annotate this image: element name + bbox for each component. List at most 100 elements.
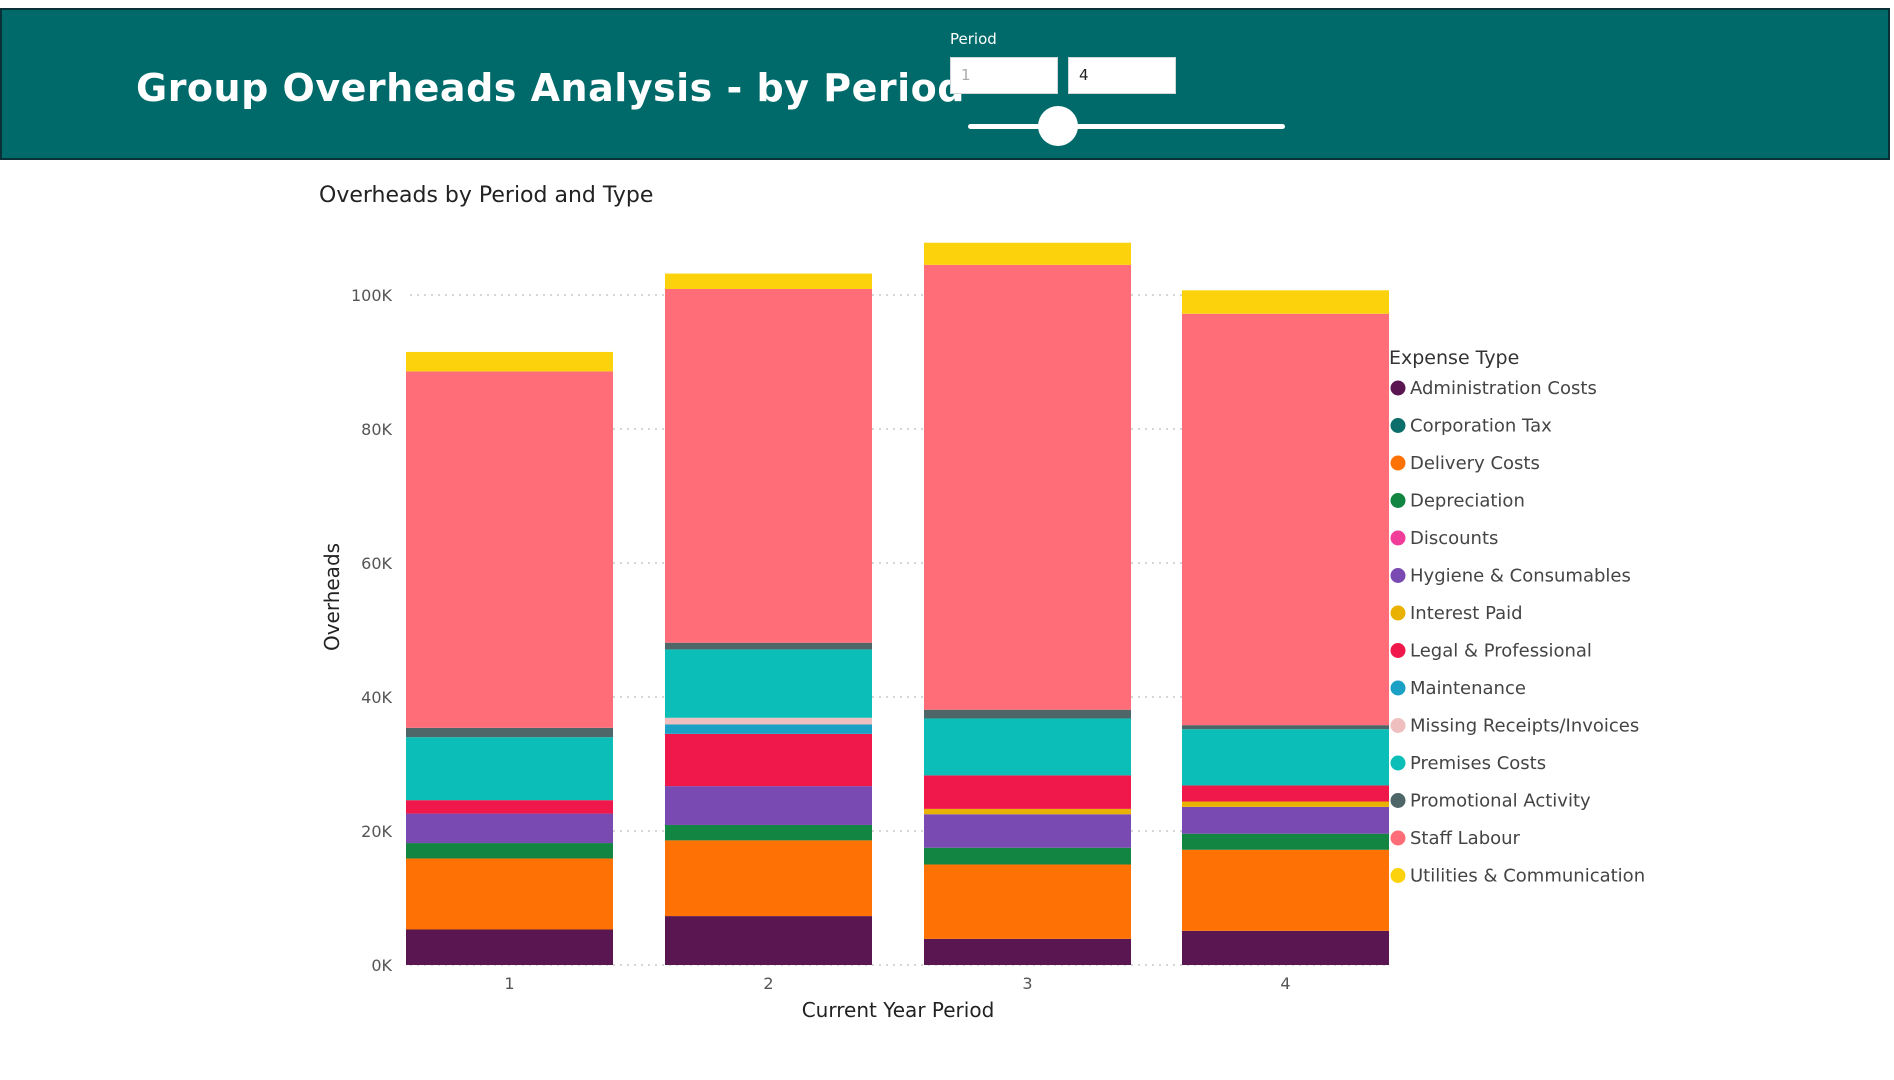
legend-item[interactable]: Hygiene & Consumables: [1390, 566, 1631, 587]
bar-segment[interactable]: [406, 351, 613, 372]
bar-segment[interactable]: [665, 824, 872, 841]
bar-segment[interactable]: [665, 733, 872, 787]
x-tick-label: 4: [1280, 974, 1290, 993]
bar-segment[interactable]: [406, 737, 613, 801]
bar-segment[interactable]: [406, 929, 613, 965]
period-slider-thumb[interactable]: [1038, 106, 1078, 146]
legend-item[interactable]: Interest Paid: [1390, 603, 1523, 624]
legend-item[interactable]: Legal & Professional: [1390, 641, 1592, 662]
legend-marker: [1390, 530, 1406, 546]
period-slicer-label: Period: [950, 30, 997, 48]
legend-item[interactable]: Maintenance: [1390, 678, 1526, 699]
bar-segment[interactable]: [924, 718, 1131, 776]
legend-label: Staff Labour: [1410, 828, 1521, 849]
legend-marker: [1390, 680, 1406, 696]
legend-label: Missing Receipts/Invoices: [1410, 716, 1639, 737]
bar-segment[interactable]: [924, 808, 1131, 815]
legend-label: Delivery Costs: [1410, 453, 1540, 474]
bar-segment[interactable]: [924, 847, 1131, 865]
legend-item[interactable]: Premises Costs: [1390, 753, 1547, 774]
legend-item[interactable]: Depreciation: [1390, 491, 1525, 512]
legend-item[interactable]: Staff Labour: [1390, 828, 1521, 849]
bars: 5K11K4K9K53K7K11K6K8K10K53K4K11K5K5K8K66…: [406, 242, 1389, 965]
legend-label: Depreciation: [1410, 491, 1525, 512]
legend-marker: [1390, 868, 1406, 883]
y-axis-ticks: 0K 20K 40K 60K 80K 100K: [351, 286, 393, 975]
legend-marker: [1390, 493, 1406, 508]
legend-item[interactable]: Promotional Activity: [1390, 791, 1591, 812]
legend-marker: [1390, 643, 1406, 658]
bar-segment[interactable]: [665, 288, 872, 643]
legend-title: Expense Type: [1389, 347, 1519, 369]
bar-segment[interactable]: [1182, 290, 1389, 314]
bar-segment[interactable]: [1182, 313, 1389, 726]
bar-segment[interactable]: [924, 709, 1131, 719]
legend-item[interactable]: Missing Receipts/Invoices: [1390, 716, 1640, 737]
legend-label: Discounts: [1410, 528, 1498, 549]
y-tick-label: 40K: [361, 688, 392, 707]
legend-item[interactable]: Administration Costs: [1390, 378, 1597, 399]
x-tick-label: 3: [1022, 974, 1032, 993]
bar-segment[interactable]: [665, 724, 872, 734]
bar-segment[interactable]: [406, 843, 613, 859]
bar-segment[interactable]: [665, 786, 872, 825]
legend-marker: [1390, 793, 1406, 808]
bar-segment[interactable]: [1182, 801, 1389, 807]
bar-segment[interactable]: [1182, 833, 1389, 850]
bar-segment[interactable]: [665, 840, 872, 917]
bar-segment[interactable]: [406, 858, 613, 930]
y-axis-title: Overheads: [320, 543, 344, 651]
legend-label: Administration Costs: [1410, 378, 1597, 399]
legend-marker: [1390, 380, 1406, 396]
bar-segment[interactable]: [924, 938, 1131, 965]
period-end-input[interactable]: 4: [1068, 57, 1176, 94]
bar-segment[interactable]: [1182, 930, 1389, 965]
y-tick-label: 0K: [371, 956, 392, 975]
bar-segment[interactable]: [665, 649, 872, 718]
legend-item[interactable]: Discounts: [1390, 528, 1499, 549]
bar-segment[interactable]: [665, 717, 872, 725]
bar-segment[interactable]: [665, 642, 872, 650]
legend-marker: [1390, 568, 1406, 583]
y-tick-label: 20K: [361, 822, 392, 841]
y-tick-label: 100K: [351, 286, 393, 305]
x-tick-label: 1: [504, 974, 514, 993]
bar-segment[interactable]: [1182, 785, 1389, 802]
legend-marker: [1390, 418, 1406, 433]
data-labels: 5K11K4K9K53K7K11K6K8K10K53K4K11K5K5K8K66…: [494, 293, 1301, 962]
bar-segment[interactable]: [1182, 725, 1389, 730]
legend-label: Utilities & Communication: [1410, 866, 1645, 887]
legend-item[interactable]: Corporation Tax: [1390, 416, 1553, 437]
bar-segment[interactable]: [924, 242, 1131, 265]
page-title: Group Overheads Analysis - by Period: [136, 66, 965, 110]
legend-label: Legal & Professional: [1410, 641, 1592, 662]
y-tick-label: 60K: [361, 554, 392, 573]
legend-marker: [1390, 455, 1406, 471]
bar-segment[interactable]: [1182, 806, 1389, 834]
x-axis-ticks: 1 2 3 4: [504, 974, 1290, 993]
bar-segment[interactable]: [406, 727, 613, 738]
bar-segment[interactable]: [406, 813, 613, 844]
y-tick-label: 80K: [361, 420, 392, 439]
bar-segment[interactable]: [1182, 849, 1389, 931]
bar-segment[interactable]: [924, 814, 1131, 848]
bar-segment[interactable]: [665, 273, 872, 289]
bar-segment[interactable]: [1182, 729, 1389, 786]
bar-segment[interactable]: [924, 775, 1131, 809]
legend-label: Promotional Activity: [1410, 791, 1591, 812]
legend-item[interactable]: Delivery Costs: [1390, 453, 1540, 474]
legend-marker: [1390, 830, 1406, 846]
legend-label: Maintenance: [1410, 678, 1526, 699]
legend-marker: [1390, 605, 1406, 621]
bar-segment[interactable]: [924, 864, 1131, 939]
legend-item[interactable]: Utilities & Communication: [1390, 866, 1646, 887]
bar-segment[interactable]: [406, 800, 613, 814]
period-slider-track[interactable]: [968, 124, 1285, 129]
bar-segment[interactable]: [406, 371, 613, 728]
legend-label: Hygiene & Consumables: [1410, 566, 1631, 587]
bar-segment[interactable]: [924, 264, 1131, 710]
legend: Expense Type Administration Costs Corpora…: [1389, 347, 1645, 887]
bar-segment[interactable]: [665, 916, 872, 965]
period-start-input[interactable]: 1: [950, 57, 1058, 94]
